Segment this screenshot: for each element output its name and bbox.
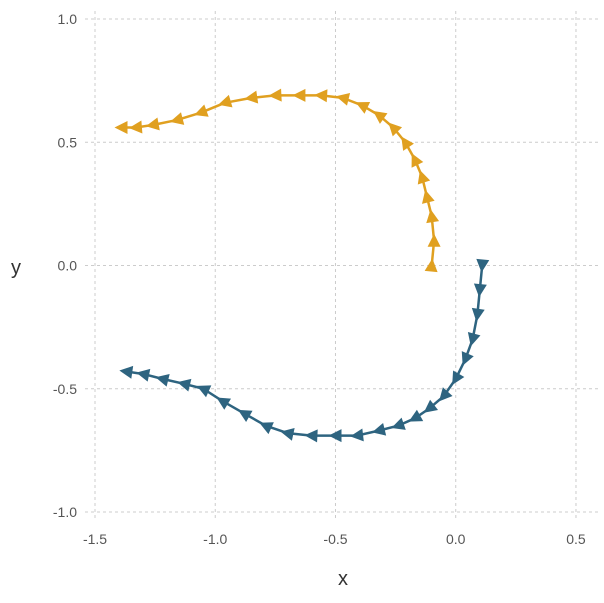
arrow-marker	[426, 209, 440, 224]
gridlines	[85, 11, 598, 520]
arrow-marker	[196, 385, 212, 398]
arrow-marker	[145, 117, 160, 131]
arrow-marker	[128, 120, 143, 134]
arrow-marker	[417, 170, 431, 185]
arrow-marker	[238, 409, 253, 423]
y-tick-label: -1.0	[53, 504, 77, 520]
arrow-marker	[218, 94, 233, 108]
arrow-marker	[355, 102, 371, 114]
x-tick-label: -1.0	[203, 531, 227, 547]
x-tick-label: 0.5	[566, 531, 586, 547]
x-tick-label: 0.0	[446, 531, 466, 547]
arrow-marker	[401, 136, 414, 151]
arrow-marker	[280, 428, 295, 441]
tick-labels: -1.5 -1.0 -0.5 0.0 0.5 -1.0 -0.5 0.0 0.5 1.0	[53, 11, 586, 547]
arrow-marker	[244, 90, 259, 104]
y-tick-label: -0.5	[53, 381, 77, 397]
arrow-marker	[439, 387, 453, 402]
arrow-marker	[452, 370, 465, 385]
arrow-marker	[373, 111, 388, 124]
data-series	[114, 88, 490, 443]
arrow-marker	[473, 283, 487, 298]
arrow-marker	[335, 92, 351, 106]
arrow-marker	[259, 422, 274, 435]
arrow-marker	[114, 121, 128, 134]
x-tick-label: -0.5	[323, 531, 347, 547]
arrow-marker	[461, 351, 474, 366]
arrow-marker	[471, 307, 485, 322]
arrow-marker	[371, 422, 387, 436]
arrow-marker	[388, 122, 403, 137]
arrow-marker	[194, 104, 209, 117]
arrow-marker	[350, 428, 364, 442]
x-axis-title: x	[338, 568, 348, 590]
series-line	[120, 94, 436, 267]
arrow-marker	[422, 189, 435, 204]
arrow-marker	[328, 429, 342, 443]
y-axis-title: y	[11, 257, 21, 279]
arrow-marker	[411, 153, 424, 168]
arrow-marker	[427, 233, 441, 247]
arrow-marker	[136, 368, 151, 382]
arrow-marker	[119, 365, 134, 379]
arrow-marker	[268, 88, 282, 102]
arrow-marker	[155, 373, 170, 387]
arrow-marker	[423, 399, 439, 413]
x-tick-label: -1.5	[83, 531, 107, 547]
arrow-marker	[177, 378, 192, 392]
arrow-marker	[314, 89, 328, 103]
arrow-marker	[216, 397, 231, 410]
arrow-marker	[304, 429, 318, 443]
arrow-marker	[476, 258, 490, 273]
arrow-marker	[391, 417, 406, 430]
y-tick-label: 0.5	[58, 134, 78, 150]
arrow-marker	[467, 332, 481, 347]
y-tick-label: 0.0	[58, 258, 78, 274]
y-tick-label: 1.0	[58, 11, 78, 27]
arrow-marker	[170, 112, 185, 125]
arrow-marker	[292, 88, 306, 102]
arrow-marker	[408, 409, 424, 422]
arrow-marker	[424, 258, 438, 273]
